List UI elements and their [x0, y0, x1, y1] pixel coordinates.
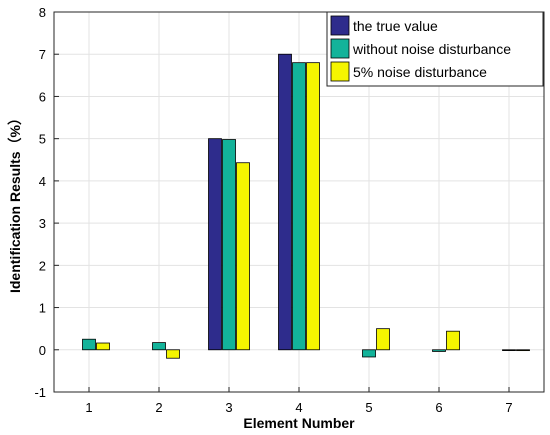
- legend-label: 5% noise disturbance: [353, 64, 487, 80]
- legend-swatch: [330, 38, 350, 59]
- bar: [376, 328, 390, 351]
- bar: [278, 53, 292, 351]
- x-axis-label: Element Number: [243, 415, 355, 431]
- bar: [208, 138, 222, 351]
- bar: [306, 62, 320, 351]
- y-tick-label: 2: [39, 258, 46, 273]
- x-tick-label: 2: [155, 400, 162, 415]
- x-tick-label: 4: [295, 400, 302, 415]
- y-tick-label: 1: [39, 301, 46, 316]
- legend-swatch: [330, 15, 350, 36]
- bar: [362, 349, 376, 358]
- bar: [432, 349, 446, 352]
- legend-label: without noise disturbance: [352, 41, 511, 57]
- bar: [82, 338, 96, 351]
- y-tick-labels: -1 0 1 2 3 4 5 6 7 8: [34, 5, 59, 400]
- x-tick-labels: 1 2 3 4 5 6 7: [85, 387, 513, 415]
- x-tick-label: 5: [365, 400, 372, 415]
- y-axis-label: Identification Results（%）: [7, 111, 23, 293]
- bar: [222, 139, 236, 351]
- bar: [166, 349, 180, 359]
- x-tick-label: 1: [85, 400, 92, 415]
- legend-swatch: [330, 61, 350, 82]
- y-tick-label: 0: [39, 343, 46, 358]
- y-tick-label: 5: [39, 132, 46, 147]
- plot-frame: [53, 11, 545, 393]
- x-tick-label: 6: [435, 400, 442, 415]
- y-tick-label: 6: [39, 89, 46, 104]
- legend-box: [326, 11, 544, 87]
- bar: [516, 349, 530, 352]
- bar: [96, 342, 110, 351]
- x-tick-label: 7: [505, 400, 512, 415]
- bar: [236, 162, 250, 351]
- x-tick-label: 3: [225, 400, 232, 415]
- y-tick-label: 7: [39, 47, 46, 62]
- bars: [82, 53, 530, 359]
- legend: the true value without noise disturbance 5…: [326, 11, 544, 87]
- y-tick-label: 8: [39, 5, 46, 20]
- bar: [292, 62, 306, 351]
- bar: [446, 330, 460, 351]
- y-tick-label: 4: [39, 174, 46, 189]
- legend-label: the true value: [353, 18, 438, 34]
- bar: [502, 349, 516, 351]
- bar: [152, 342, 166, 351]
- y-tick-label: -1: [34, 385, 46, 400]
- y-tick-label: 3: [39, 216, 46, 231]
